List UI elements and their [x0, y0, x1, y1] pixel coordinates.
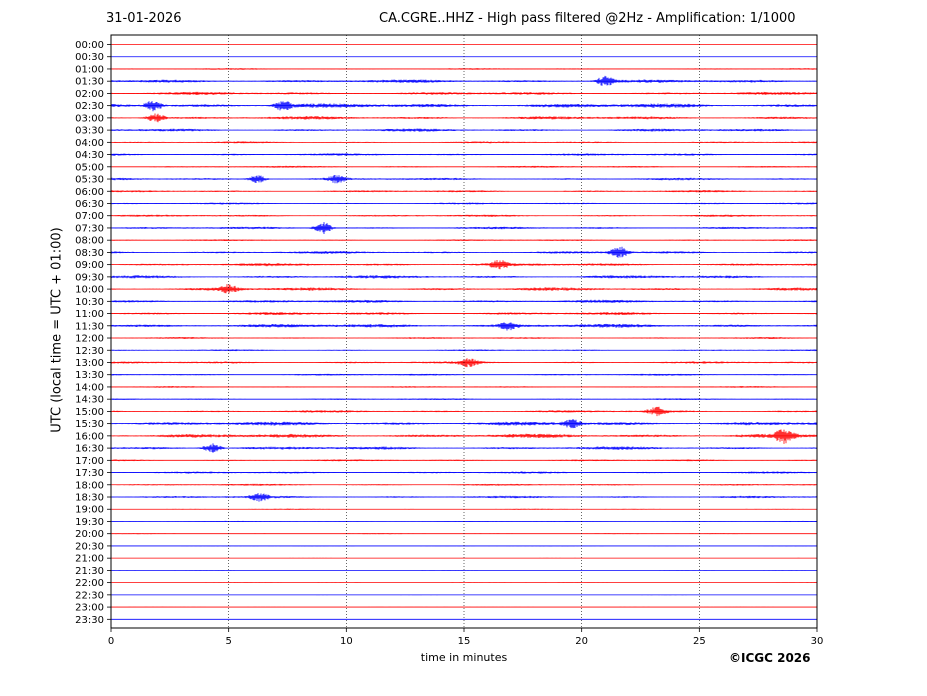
y-tick-label: 06:00	[75, 187, 104, 198]
y-tick-label: 00:30	[75, 52, 104, 63]
y-tick-label: 00:00	[75, 40, 104, 51]
y-tick-label: 05:30	[75, 175, 104, 186]
y-tick-label: 10:30	[75, 297, 104, 308]
y-tick-label: 08:00	[75, 236, 104, 247]
y-tick-label: 17:30	[75, 468, 104, 479]
y-tick-label: 09:30	[75, 272, 104, 283]
y-tick-label: 03:30	[75, 126, 104, 137]
y-tick-label: 14:30	[75, 395, 104, 406]
y-tick-label: 18:00	[75, 480, 104, 491]
y-tick-label: 19:30	[75, 517, 104, 528]
y-tick-label: 13:30	[75, 370, 104, 381]
x-tick-label: 30	[811, 636, 824, 647]
y-tick-label: 12:00	[75, 334, 104, 345]
x-tick-label: 10	[340, 636, 353, 647]
y-tick-label: 22:00	[75, 578, 104, 589]
x-tick-label: 15	[458, 636, 471, 647]
y-tick-label: 07:30	[75, 223, 104, 234]
y-tick-label: 05:00	[75, 162, 104, 173]
trace-1000	[110, 284, 818, 294]
y-tick-label: 15:00	[75, 407, 104, 418]
y-tick-label: 23:30	[75, 615, 104, 626]
trace-1530	[110, 419, 818, 429]
y-tick-label: 02:00	[75, 89, 104, 100]
x-tick-label: 5	[225, 636, 231, 647]
x-axis-ticks: 0 5 10 15 20 25 30	[108, 628, 824, 647]
y-tick-label: 12:30	[75, 346, 104, 357]
y-tick-label: 11:00	[75, 309, 104, 320]
y-tick-label: 09:00	[75, 260, 104, 271]
y-tick-label: 04:30	[75, 150, 104, 161]
trace-0300	[110, 113, 818, 123]
y-tick-label: 21:30	[75, 566, 104, 577]
y-tick-label: 04:00	[75, 138, 104, 149]
copyright-notice: ©ICGC 2026	[729, 651, 811, 665]
x-axis-label: time in minutes	[420, 651, 508, 664]
x-tick-label: 20	[575, 636, 588, 647]
y-tick-label: 01:30	[75, 77, 104, 88]
y-tick-label: 18:30	[75, 493, 104, 504]
y-tick-label: 20:30	[75, 541, 104, 552]
y-tick-label: 13:00	[75, 358, 104, 369]
trace-1630	[110, 443, 818, 453]
x-tick-label: 25	[693, 636, 706, 647]
y-tick-label: 03:00	[75, 113, 104, 124]
y-tick-label: 21:00	[75, 554, 104, 565]
y-tick-label: 20:00	[75, 529, 104, 540]
y-tick-label: 06:30	[75, 199, 104, 210]
y-tick-label: 01:00	[75, 64, 104, 75]
y-tick-label: 08:30	[75, 248, 104, 259]
y-tick-label: 16:00	[75, 431, 104, 442]
y-tick-label: 15:30	[75, 419, 104, 430]
chart-date: 31-01-2026	[106, 11, 182, 26]
vertical-gridlines	[228, 35, 700, 628]
chart-title: CA.CGRE..HHZ - High pass filtered @2Hz -…	[379, 11, 796, 26]
y-tick-label: 10:00	[75, 285, 104, 296]
trace-0900	[110, 259, 818, 270]
y-tick-label: 23:00	[75, 603, 104, 614]
y-tick-label: 02:30	[75, 101, 104, 112]
y-tick-label: 19:00	[75, 505, 104, 516]
y-tick-label: 17:00	[75, 456, 104, 467]
y-tick-label: 07:00	[75, 211, 104, 222]
y-tick-label: 22:30	[75, 590, 104, 601]
y-tick-label: 16:30	[75, 444, 104, 455]
trace-1500	[110, 406, 818, 417]
x-tick-label: 0	[108, 636, 114, 647]
trace-0730	[110, 222, 818, 234]
y-axis-label: UTC (local time = UTC + 01:00)	[49, 227, 65, 433]
trace-0230	[110, 101, 818, 112]
y-tick-label: 14:00	[75, 382, 104, 393]
y-tick-label: 11:30	[75, 321, 104, 332]
